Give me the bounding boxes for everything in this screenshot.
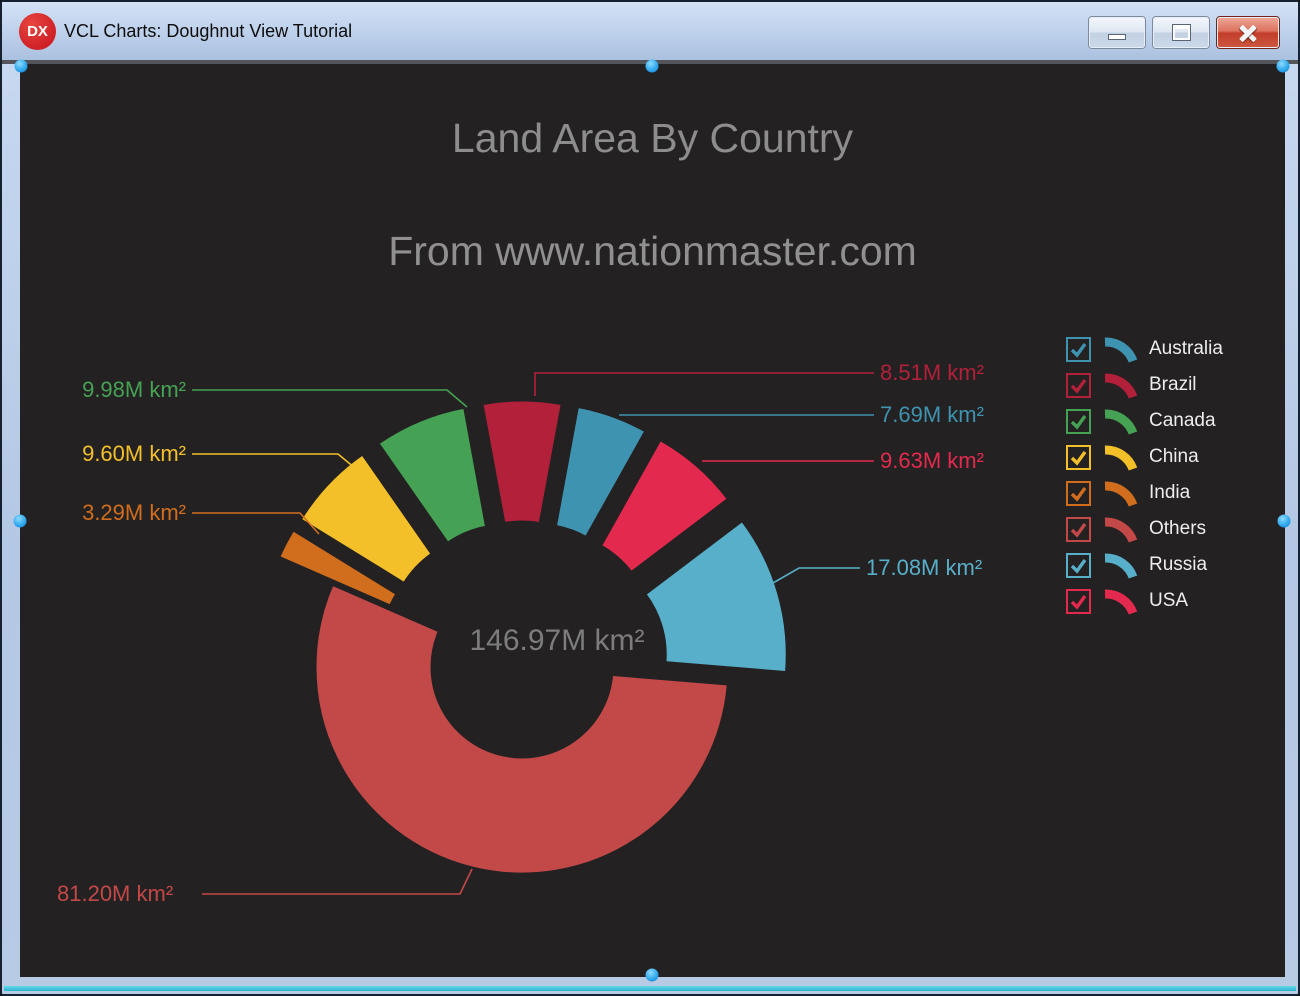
maximize-button[interactable] (1152, 16, 1210, 49)
app-icon: DX (19, 13, 56, 50)
callout-line-russia (765, 567, 860, 588)
legend-checkbox-usa[interactable] (1066, 588, 1091, 614)
slice-value-label-usa: 9.63M km² (880, 448, 984, 473)
maximize-icon (1172, 25, 1190, 40)
legend-arc-swatch-china (1100, 443, 1138, 472)
legend-item-china[interactable]: China (1066, 439, 1223, 475)
legend-item-brazil[interactable]: Brazil (1066, 367, 1223, 403)
selection-handle-top-right[interactable] (1276, 59, 1290, 73)
app-icon-text: DX (27, 23, 48, 40)
slice-canada[interactable] (375, 405, 489, 546)
chart-title: Land Area By Country (451, 115, 854, 161)
chart-canvas: Land Area By Country From www.nationmast… (20, 64, 1285, 977)
selection-handle-top-center[interactable] (645, 59, 659, 73)
checkmark-icon (1070, 486, 1087, 502)
selection-handle-middle-left[interactable] (13, 514, 27, 528)
minimize-icon (1108, 33, 1126, 40)
legend-checkbox-india[interactable] (1066, 480, 1091, 506)
legend-checkbox-canada[interactable] (1066, 408, 1091, 434)
window-bottom-accent (4, 986, 1296, 991)
selection-handle-top-left[interactable] (14, 59, 28, 73)
legend-checkbox-others[interactable] (1066, 516, 1091, 542)
checkmark-icon (1070, 378, 1087, 394)
minimize-button[interactable] (1088, 16, 1146, 49)
slice-value-label-australia: 7.69M km² (880, 402, 984, 427)
checkmark-icon (1070, 342, 1087, 358)
checkmark-icon (1070, 558, 1087, 574)
legend-item-canada[interactable]: Canada (1066, 403, 1223, 439)
legend-arc-swatch-others (1100, 515, 1138, 544)
legend-label: Others (1149, 518, 1207, 539)
checkmark-icon (1070, 414, 1087, 430)
legend-item-india[interactable]: India (1066, 475, 1223, 511)
slice-india[interactable] (276, 527, 400, 609)
legend-arc-swatch-india (1100, 479, 1138, 508)
legend-label: Russia (1149, 554, 1208, 575)
slice-value-label-india: 3.29M km² (82, 500, 186, 525)
slice-value-label-china: 9.60M km² (82, 441, 186, 466)
window-controls (1088, 16, 1280, 49)
legend-label: Brazil (1149, 374, 1197, 395)
legend-checkbox-brazil[interactable] (1066, 372, 1091, 398)
legend-label: USA (1149, 590, 1189, 611)
checkmark-icon (1070, 594, 1087, 610)
legend-item-russia[interactable]: Russia (1066, 547, 1223, 583)
slice-china[interactable] (298, 451, 435, 586)
callout-line-china (192, 453, 362, 474)
chart-subtitle: From www.nationmaster.com (388, 228, 917, 274)
slice-australia[interactable] (553, 404, 648, 540)
legend-item-usa[interactable]: USA (1066, 583, 1223, 619)
legend-item-australia[interactable]: Australia (1066, 331, 1223, 367)
legend-label: Australia (1149, 338, 1223, 359)
close-button[interactable] (1216, 16, 1280, 49)
legend-checkbox-australia[interactable] (1066, 336, 1091, 362)
slice-brazil[interactable] (480, 398, 565, 526)
slice-usa[interactable] (598, 437, 731, 575)
slice-value-label-russia: 17.08M km² (866, 555, 982, 580)
total-value-label: 146.97M km² (469, 624, 645, 657)
callout-line-brazil (534, 372, 874, 396)
callout-line-others (202, 868, 473, 895)
callout-line-india (192, 512, 320, 535)
selection-handle-middle-right[interactable] (1277, 514, 1291, 528)
legend-checkbox-china[interactable] (1066, 444, 1091, 470)
legend-item-others[interactable]: Others (1066, 511, 1223, 547)
legend-checkbox-russia[interactable] (1066, 552, 1091, 578)
legend-arc-swatch-canada (1100, 407, 1138, 436)
selection-handle-bottom-center[interactable] (645, 968, 659, 982)
doughnut-chart: 8.51M km² 7.69M km² 9.63M km² 17.08M km² 81.… (57, 360, 984, 906)
legend-label: India (1149, 482, 1191, 503)
legend-label: China (1149, 446, 1199, 467)
legend-label: Canada (1149, 410, 1216, 431)
window-title: VCL Charts: Doughnut View Tutorial (64, 20, 353, 41)
checkmark-icon (1070, 522, 1087, 538)
legend-arc-swatch-australia (1100, 335, 1138, 364)
slice-value-label-others: 81.20M km² (57, 881, 173, 906)
legend: Australia Brazil Canada China India Others Rus… (1066, 331, 1223, 619)
slice-value-label-brazil: 8.51M km² (880, 360, 984, 385)
close-icon (1238, 23, 1258, 43)
slice-russia[interactable] (642, 518, 789, 675)
title-bar[interactable]: DX VCL Charts: Doughnut View Tutorial (2, 2, 1298, 60)
slice-others[interactable] (313, 582, 730, 876)
legend-arc-swatch-russia (1100, 551, 1138, 580)
slice-value-label-canada: 9.98M km² (82, 377, 186, 402)
legend-arc-swatch-usa (1100, 587, 1138, 616)
checkmark-icon (1070, 450, 1087, 466)
legend-arc-swatch-brazil (1100, 371, 1138, 400)
callout-line-canada (192, 389, 468, 408)
